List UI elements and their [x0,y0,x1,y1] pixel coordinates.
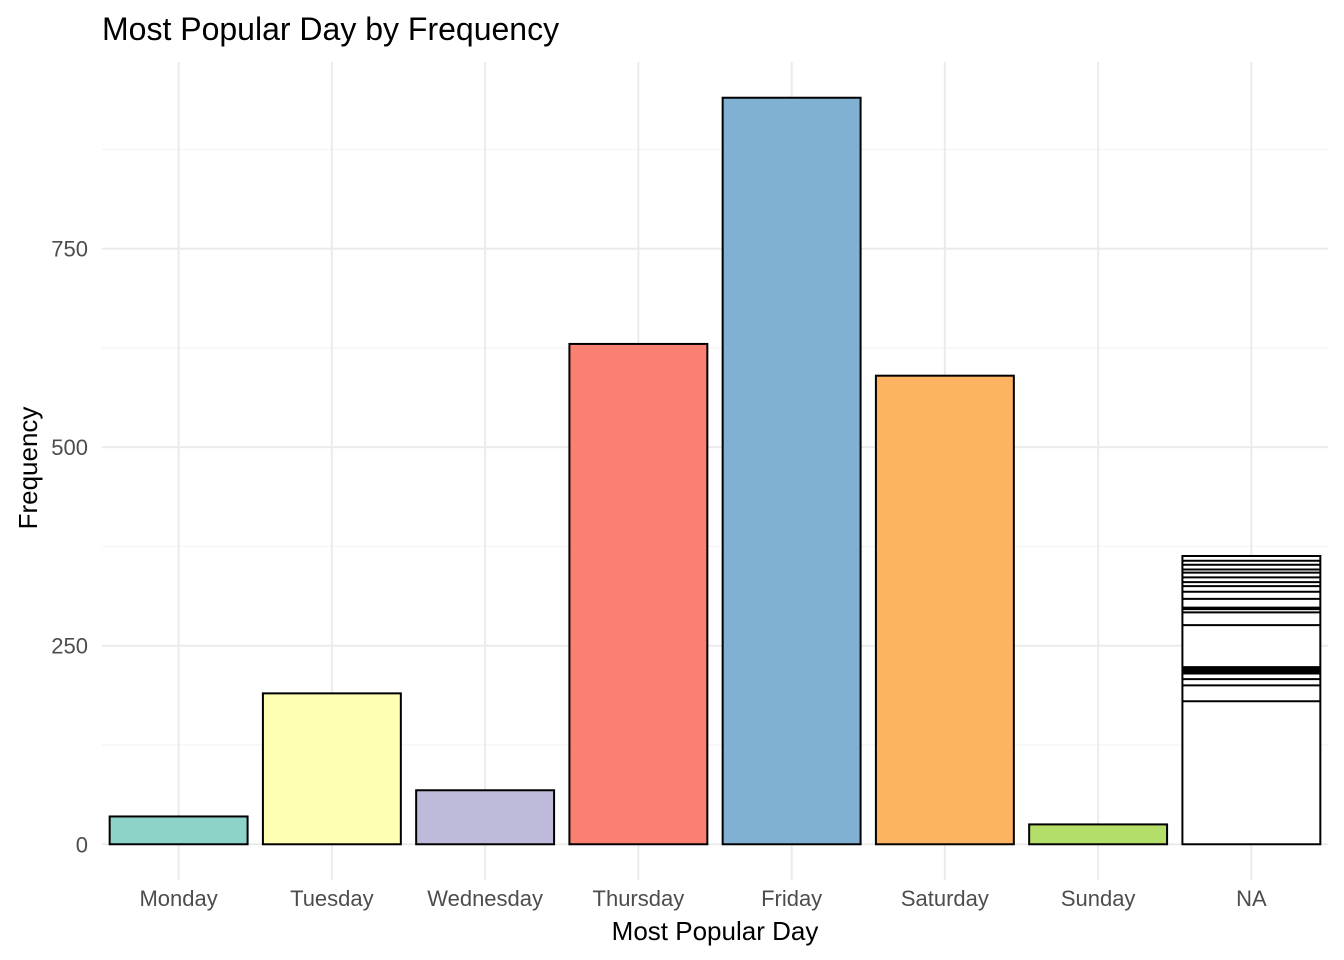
bar-wednesday [415,789,556,846]
y-axis-ticks: 0 250 500 750 [51,237,88,858]
x-axis-title: Most Popular Day [612,916,819,946]
x-tick-label: Saturday [901,886,989,911]
x-tick-label: Monday [139,886,217,911]
y-tick-label: 500 [51,435,88,460]
x-tick-label: Tuesday [290,886,374,911]
bar-saturday [874,374,1015,846]
y-tick-label: 0 [76,832,88,857]
bar-thursday [568,342,709,846]
y-tick-label: 250 [51,634,88,659]
bar-monday [108,815,249,846]
x-tick-label: Thursday [593,886,685,911]
bar-na [1181,554,1322,846]
bar-friday [721,96,862,846]
x-tick-label: Friday [761,886,822,911]
x-tick-label: NA [1236,886,1267,911]
y-tick-label: 750 [51,237,88,262]
x-tick-label: Wednesday [427,886,543,911]
bar-sunday [1028,823,1169,846]
chart-title: Most Popular Day by Frequency [102,11,559,47]
y-axis-title: Frequency [13,407,43,530]
x-axis-ticks: Monday Tuesday Wednesday Thursday Friday Satu… [139,886,1266,911]
x-tick-label: Sunday [1061,886,1136,911]
bars [108,96,1322,846]
bar-tuesday [261,692,402,846]
